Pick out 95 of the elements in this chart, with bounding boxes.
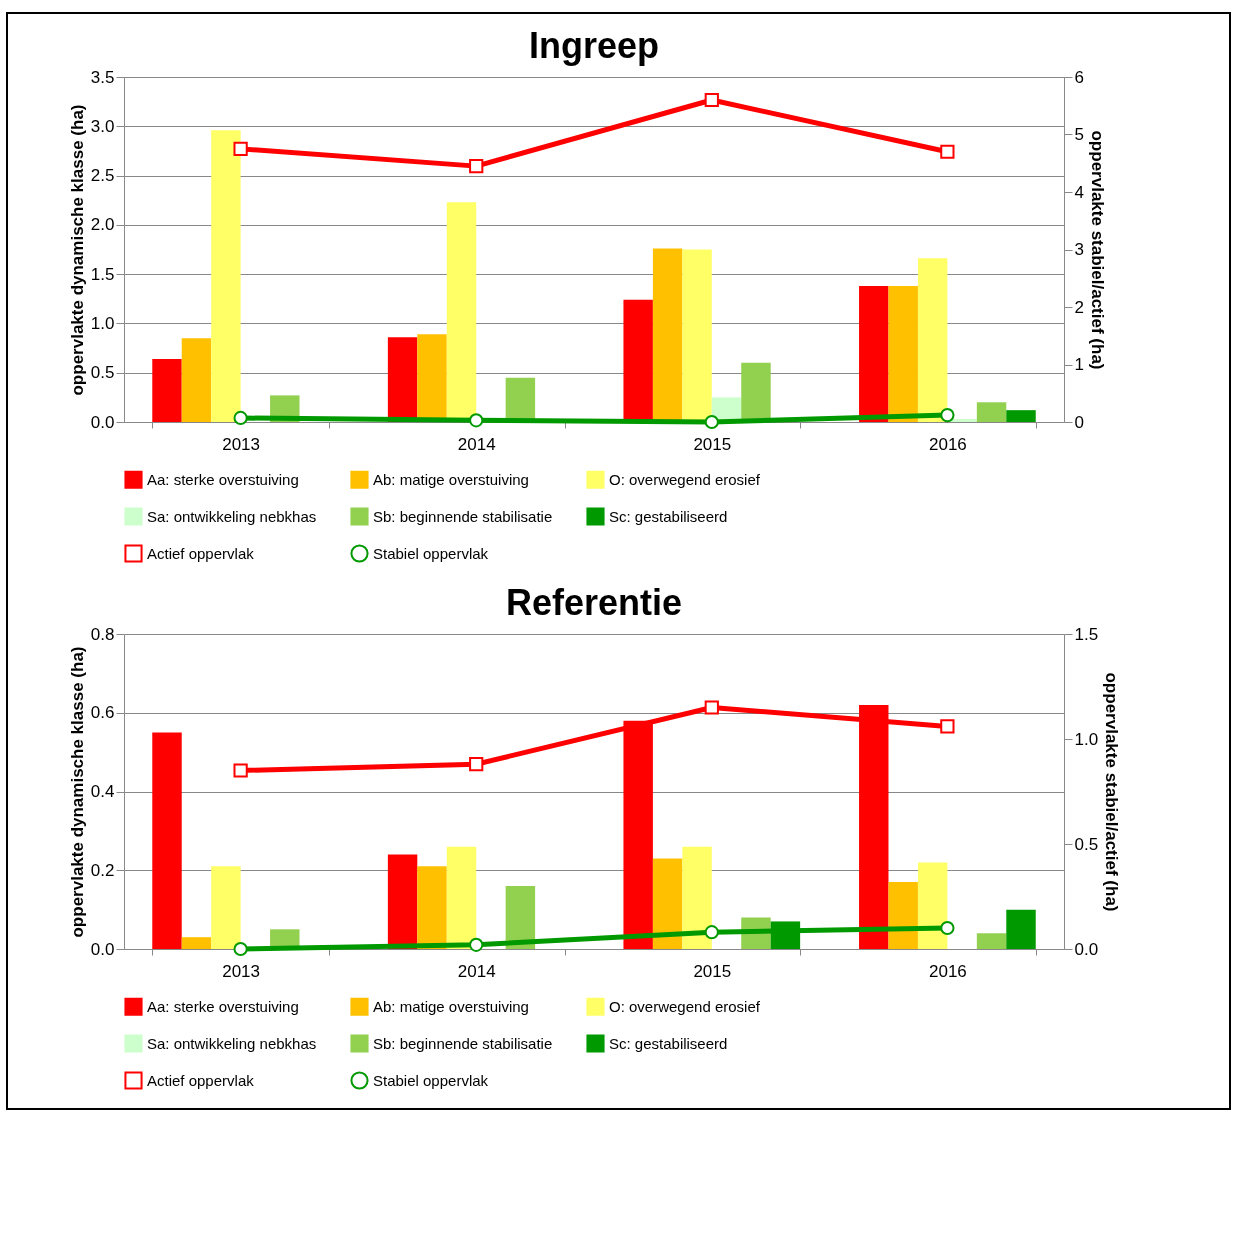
y2-tick-label: 3 <box>1074 240 1084 259</box>
legend-label: O: overwegend erosief <box>609 470 761 488</box>
legend-label: Ab: matige overstuiving <box>373 470 529 488</box>
y-tick-label: 0.2 <box>90 860 115 880</box>
bar <box>682 846 712 949</box>
bar <box>682 249 712 422</box>
y-tick-label: 2.0 <box>90 215 115 235</box>
legend-label: Sb: beginnende stabilisatie <box>373 507 553 525</box>
bar <box>652 248 683 422</box>
x-tick-label: 2016 <box>928 434 967 454</box>
y2-tick-label: 1.0 <box>1074 729 1099 749</box>
legend-label: Aa: sterke overstuiving <box>147 997 299 1015</box>
bar <box>1006 410 1036 422</box>
y2-tick-label: 0 <box>1074 412 1084 432</box>
bar <box>181 937 212 949</box>
point <box>704 414 719 430</box>
point <box>233 941 248 957</box>
bar <box>211 866 241 949</box>
y-tick-label: 0.0 <box>90 412 115 432</box>
y2-tick-label: 1 <box>1074 355 1084 374</box>
y-tick-label: 0.6 <box>90 703 115 723</box>
point <box>940 407 955 423</box>
legend-label: Actief oppervlak <box>147 544 255 562</box>
bar <box>859 285 889 422</box>
bar <box>976 402 1007 422</box>
y-tick-label: 0.0 <box>90 939 115 959</box>
y2-tick-label: 4 <box>1074 182 1084 202</box>
y2-tick-label: 2 <box>1074 297 1084 317</box>
bar <box>505 886 536 949</box>
x-tick-label: 2014 <box>457 434 496 454</box>
bar <box>623 299 653 422</box>
bar <box>211 130 241 422</box>
legend-label: Sc: gestabiliseerd <box>609 1034 728 1052</box>
x-tick-label: 2016 <box>928 961 967 981</box>
y-axis-title: oppervlakte dynamische klasse (ha) <box>67 646 87 938</box>
y-tick-label: 0.4 <box>90 782 115 801</box>
bar <box>917 258 948 422</box>
chart-title: Referentie <box>505 582 683 623</box>
bar <box>741 362 771 422</box>
point <box>704 925 719 940</box>
point <box>940 144 955 159</box>
legend-label: Sb: beginnende stabilisatie <box>373 1034 553 1052</box>
point <box>469 757 484 772</box>
point <box>704 92 719 108</box>
point <box>233 410 248 426</box>
bar <box>387 854 418 949</box>
y2-tick-label: 1.5 <box>1074 624 1099 644</box>
bar <box>652 858 683 949</box>
bar <box>181 338 212 422</box>
point <box>469 413 484 428</box>
y-tick-label: 0.8 <box>90 624 115 644</box>
point <box>469 937 484 952</box>
bar <box>888 285 918 422</box>
legend-label: Sa: ontwikkeling nebkhas <box>147 1034 317 1052</box>
legend-label: Actief oppervlak <box>147 1071 255 1089</box>
legend-label: Stabiel oppervlak <box>373 1071 489 1089</box>
legend-label: Aa: sterke overstuiving <box>147 470 299 488</box>
x-tick-label: 2013 <box>222 961 261 981</box>
bar <box>417 866 447 949</box>
legend-label: Ab: matige overstuiving <box>373 997 529 1015</box>
legend-label: Stabiel oppervlak <box>373 544 489 562</box>
y-tick-label: 2.5 <box>90 166 115 186</box>
point <box>233 141 248 156</box>
y2-axis-title: oppervlakte stabiel/actief (ha) <box>1087 130 1107 370</box>
point <box>704 700 719 715</box>
x-tick-label: 2014 <box>457 961 496 981</box>
point <box>940 719 955 734</box>
bar <box>446 846 477 949</box>
y2-axis-title: oppervlakte stabiel/actief (ha) <box>1102 672 1122 912</box>
bar <box>917 862 948 949</box>
x-tick-label: 2015 <box>693 961 732 981</box>
legend-label: Sc: gestabiliseerd <box>609 507 728 525</box>
y-tick-label: 0.5 <box>90 363 115 383</box>
x-tick-label: 2015 <box>693 434 732 454</box>
y-tick-label: 1.5 <box>90 264 115 284</box>
point <box>233 763 248 778</box>
bar <box>152 732 182 949</box>
bar <box>152 358 182 422</box>
y2-tick-label: 0.0 <box>1074 939 1099 959</box>
y-tick-label: 1.0 <box>90 313 115 333</box>
x-tick-label: 2013 <box>222 434 261 454</box>
bar <box>888 882 918 949</box>
y-tick-label: 3.0 <box>90 116 115 136</box>
y-axis-title: oppervlakte dynamische klasse (ha) <box>67 104 87 396</box>
point <box>469 159 484 174</box>
y2-tick-label: 6 <box>1074 67 1084 87</box>
bar <box>1006 909 1036 949</box>
bar <box>976 933 1007 949</box>
y2-tick-label: 0.5 <box>1074 834 1099 854</box>
legend-label: Sa: ontwikkeling nebkhas <box>147 507 317 525</box>
chart-title: Ingreep <box>528 25 660 66</box>
y-tick-label: 3.5 <box>90 67 115 87</box>
y2-tick-label: 5 <box>1074 125 1084 144</box>
point <box>940 920 955 936</box>
legend-label: O: overwegend erosief <box>609 997 761 1015</box>
